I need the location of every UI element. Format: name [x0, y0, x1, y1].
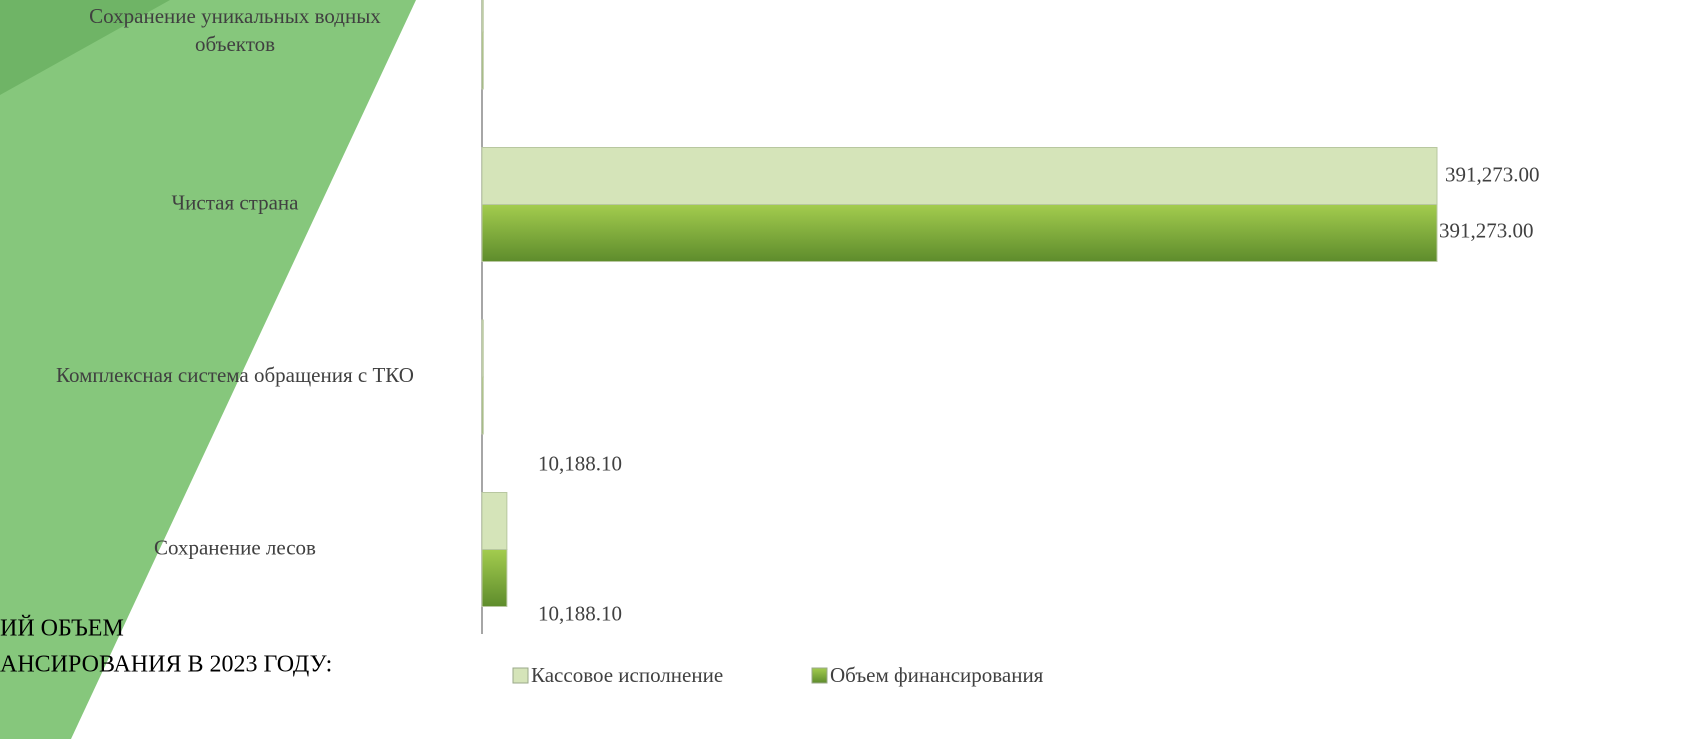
legend-swatch [513, 668, 528, 683]
bar [482, 205, 1437, 262]
category-label: Комплексная система обращения с ТКО [56, 363, 414, 387]
bar [482, 148, 1437, 205]
legend-label: Кассовое исполнение [531, 663, 723, 687]
bar [482, 377, 483, 434]
legend-label: Объем финансирования [830, 663, 1044, 687]
slide-text: АНСИРОВАНИЯ В 2023 ГОДУ: [0, 652, 332, 678]
slide-text: ИЙ ОБЪЕМ [0, 616, 124, 642]
value-label: 10,188.10 [538, 451, 622, 475]
bar [482, 550, 507, 607]
value-label: 391,273.00 [1445, 162, 1540, 186]
category-label: Сохранение лесов [154, 535, 316, 559]
slide: ИЙ ОБЪЕМ АНСИРОВАНИЯ В 2023 ГОДУ: Сохран… [0, 0, 1681, 739]
category-label: Чистая страна [171, 190, 299, 214]
bar [482, 493, 507, 550]
value-label: 391,273.00 [1439, 218, 1534, 242]
legend-swatch [812, 668, 827, 683]
value-label: 10,188.10 [538, 601, 622, 625]
bar [482, 32, 483, 89]
bar [482, 0, 483, 32]
bar [482, 320, 483, 377]
